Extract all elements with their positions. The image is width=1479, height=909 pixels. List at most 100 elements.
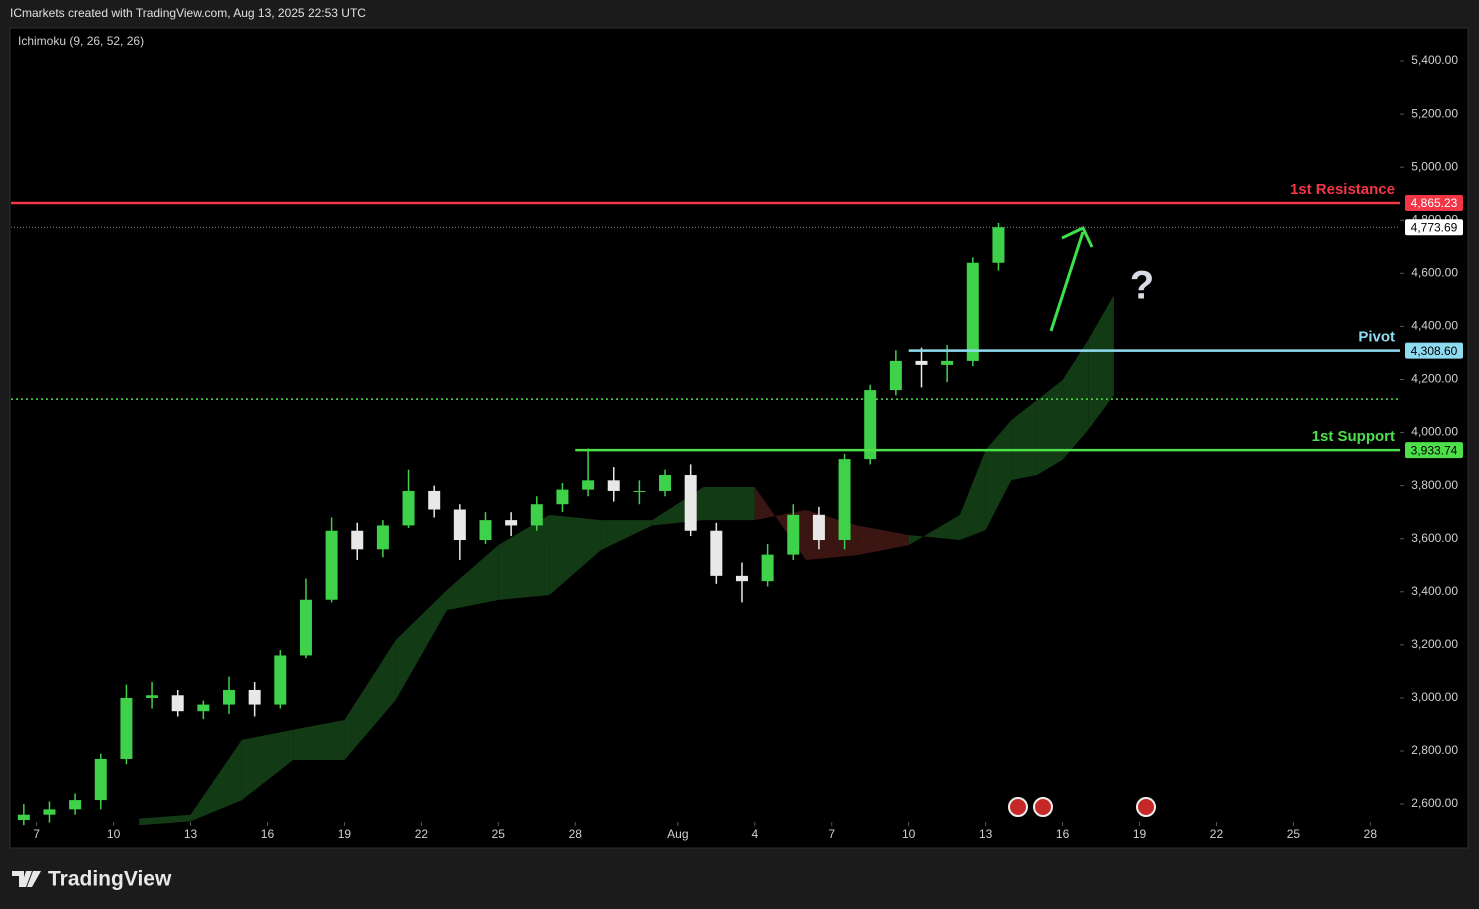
cloud-segment bbox=[139, 814, 191, 826]
price-tag bbox=[1405, 194, 1463, 211]
candle-body bbox=[966, 262, 979, 361]
y-tick-label: 4,400.00 bbox=[1411, 319, 1458, 333]
candle-body bbox=[299, 599, 312, 656]
price-tag bbox=[1405, 442, 1463, 459]
candle-body bbox=[43, 809, 56, 815]
candle-body bbox=[941, 360, 954, 365]
price-tag-label: 3,933.74 bbox=[1411, 443, 1458, 457]
candle-body bbox=[94, 758, 107, 801]
y-tick-label: 5,400.00 bbox=[1411, 53, 1458, 67]
event-icon bbox=[1008, 797, 1028, 817]
candle-body bbox=[992, 227, 1005, 263]
logo-text: TradingView bbox=[48, 868, 172, 891]
y-tick-label: 3,400.00 bbox=[1411, 584, 1458, 598]
candle-body bbox=[659, 475, 672, 491]
candle-body bbox=[402, 490, 415, 526]
x-tick-label: 10 bbox=[902, 827, 916, 841]
candle-body bbox=[351, 530, 364, 550]
cloud-segment bbox=[293, 719, 345, 761]
candle-body bbox=[171, 695, 184, 712]
candle-body bbox=[530, 504, 543, 526]
cloud-segment bbox=[190, 739, 242, 822]
logo: TradingView bbox=[12, 868, 172, 891]
y-tick-label: 4,200.00 bbox=[1411, 372, 1458, 386]
x-tick-label: 10 bbox=[107, 827, 121, 841]
event-icon bbox=[1033, 797, 1053, 817]
candle-body bbox=[633, 490, 646, 492]
cloud-segment bbox=[549, 514, 601, 595]
candle-body bbox=[17, 814, 30, 820]
arrow-head bbox=[1061, 225, 1094, 248]
candle-body bbox=[248, 689, 261, 705]
annotation: ? bbox=[1130, 264, 1154, 308]
cloud-segment bbox=[908, 514, 960, 546]
cloud-segment bbox=[241, 729, 294, 801]
cloud-segment bbox=[395, 589, 448, 701]
candle-body bbox=[812, 514, 825, 541]
candle-body bbox=[556, 489, 569, 505]
candle-body bbox=[197, 704, 210, 712]
x-tick-label: 13 bbox=[184, 827, 198, 841]
price-tag-label: 4,865.23 bbox=[1411, 196, 1458, 210]
cloud-segment bbox=[344, 640, 396, 761]
candle-body bbox=[505, 520, 518, 526]
candle-body bbox=[453, 509, 466, 541]
cloud-segment bbox=[959, 450, 986, 541]
y-tick-label: 2,800.00 bbox=[1411, 743, 1458, 757]
arrow bbox=[1049, 225, 1094, 332]
cloud-segment bbox=[600, 520, 653, 551]
x-tick-label: 4 bbox=[751, 827, 758, 841]
price-tag-label: 4,308.60 bbox=[1411, 344, 1458, 358]
y-tick-label: 3,600.00 bbox=[1411, 531, 1458, 545]
arrow-shaft bbox=[1049, 231, 1085, 332]
y-tick-label: 4,600.00 bbox=[1411, 266, 1458, 280]
candle-body bbox=[864, 390, 877, 460]
cloud-segment bbox=[703, 486, 755, 521]
candle-body bbox=[376, 525, 389, 550]
x-tick-label: 16 bbox=[1056, 827, 1070, 841]
candle-body bbox=[120, 697, 133, 759]
logo-mark bbox=[12, 871, 41, 887]
candle-body bbox=[223, 689, 236, 705]
candle-body bbox=[889, 360, 902, 391]
candle-body bbox=[69, 800, 82, 810]
x-tick-label: 19 bbox=[1133, 827, 1147, 841]
x-tick-label: 25 bbox=[492, 827, 506, 841]
indicator-label: Ichimoku (9, 26, 52, 26) bbox=[18, 34, 144, 48]
candle-body bbox=[274, 655, 287, 705]
price-tag bbox=[1405, 219, 1463, 236]
price-tag-label: 4,773.69 bbox=[1411, 220, 1458, 234]
candle-body bbox=[479, 520, 492, 541]
y-tick-label: 3,800.00 bbox=[1411, 478, 1458, 492]
candle-body bbox=[146, 695, 159, 698]
candle-body bbox=[428, 490, 441, 510]
y-tick-label: 4,000.00 bbox=[1411, 425, 1458, 439]
candle-body bbox=[582, 480, 595, 490]
candle-body bbox=[325, 530, 338, 600]
level-label: 1st Resistance bbox=[1290, 181, 1395, 198]
y-tick-label: 2,600.00 bbox=[1411, 796, 1458, 810]
candle-body bbox=[761, 554, 774, 582]
event-icon bbox=[1136, 797, 1156, 817]
y-tick-label: 3,200.00 bbox=[1411, 637, 1458, 651]
x-tick-label: 25 bbox=[1287, 827, 1301, 841]
candle-body bbox=[838, 459, 851, 541]
cloud-segment bbox=[1088, 295, 1114, 430]
y-tick-label: 3,000.00 bbox=[1411, 690, 1458, 704]
candle-body bbox=[915, 360, 928, 365]
x-tick-label: 13 bbox=[979, 827, 993, 841]
x-tick-label: 7 bbox=[828, 827, 835, 841]
cloud-segment bbox=[1011, 400, 1037, 481]
cloud-segment bbox=[498, 514, 550, 601]
cloud-segment bbox=[447, 545, 499, 611]
event-icons bbox=[1008, 797, 1156, 817]
price-tag bbox=[1405, 342, 1463, 359]
y-tick-label: 5,000.00 bbox=[1411, 159, 1458, 173]
x-tick-label: 16 bbox=[261, 827, 275, 841]
x-tick-label: 28 bbox=[569, 827, 583, 841]
x-tick-label: Aug bbox=[667, 827, 688, 841]
x-tick-label: 19 bbox=[338, 827, 352, 841]
level-label: 1st Support bbox=[1312, 428, 1395, 445]
